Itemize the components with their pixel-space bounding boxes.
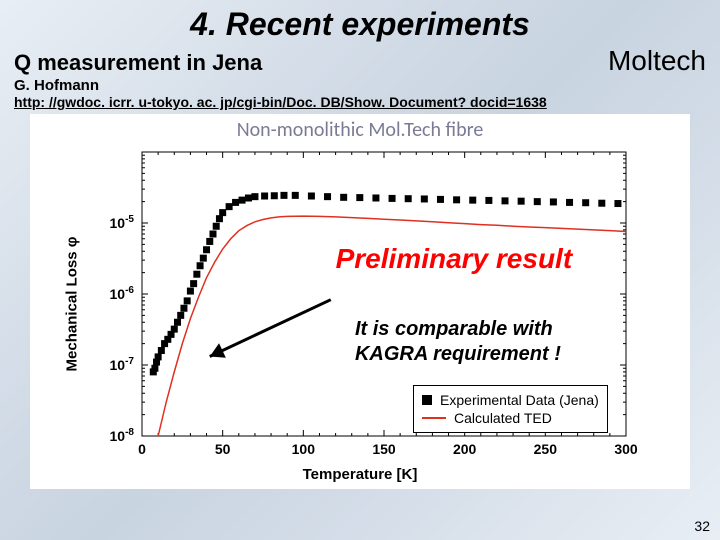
- legend: Experimental Data (Jena) Calculated TED: [413, 385, 608, 433]
- legend-label: Calculated TED: [454, 410, 552, 426]
- svg-text:250: 250: [534, 441, 558, 457]
- annotation-kagra: It is comparable with KAGRA requirement …: [355, 317, 561, 367]
- annotation-preliminary: Preliminary result: [336, 243, 573, 275]
- legend-item: Experimental Data (Jena): [422, 392, 599, 408]
- page-number: 32: [694, 518, 710, 534]
- legend-label: Experimental Data (Jena): [440, 392, 599, 408]
- kagra-line2: KAGRA requirement !: [355, 343, 561, 365]
- svg-text:10-8: 10-8: [110, 427, 135, 444]
- chart-container: Non-monolithic Mol.Tech fibre Mechanical…: [30, 114, 690, 489]
- page-title: 4. Recent experiments: [0, 0, 720, 45]
- legend-swatch: [422, 395, 432, 405]
- subtitle-row: Q measurement in Jena Moltech: [0, 45, 720, 77]
- svg-text:10-5: 10-5: [110, 214, 135, 231]
- svg-text:200: 200: [453, 441, 477, 457]
- legend-swatch: [422, 417, 446, 419]
- plot-area: Mechanical Loss φ 05010015020025030010-8…: [80, 144, 640, 464]
- svg-text:150: 150: [372, 441, 396, 457]
- x-axis-label: Temperature [K]: [30, 464, 690, 489]
- moltech-label: Moltech: [608, 45, 706, 77]
- svg-text:100: 100: [292, 441, 316, 457]
- svg-text:0: 0: [138, 441, 146, 457]
- svg-text:300: 300: [614, 441, 638, 457]
- svg-text:10-7: 10-7: [110, 356, 135, 373]
- chart-title: Non-monolithic Mol.Tech fibre: [30, 114, 690, 144]
- legend-item: Calculated TED: [422, 410, 599, 426]
- source-url: http: //gwdoc. icrr. u-tokyo. ac. jp/cgi…: [0, 94, 720, 114]
- kagra-line1: It is comparable with: [355, 318, 553, 340]
- subtitle: Q measurement in Jena: [14, 50, 262, 76]
- svg-text:10-6: 10-6: [110, 285, 135, 302]
- author: G. Hofmann: [0, 77, 720, 94]
- svg-text:50: 50: [215, 441, 231, 457]
- y-axis-label: Mechanical Loss φ: [64, 237, 81, 372]
